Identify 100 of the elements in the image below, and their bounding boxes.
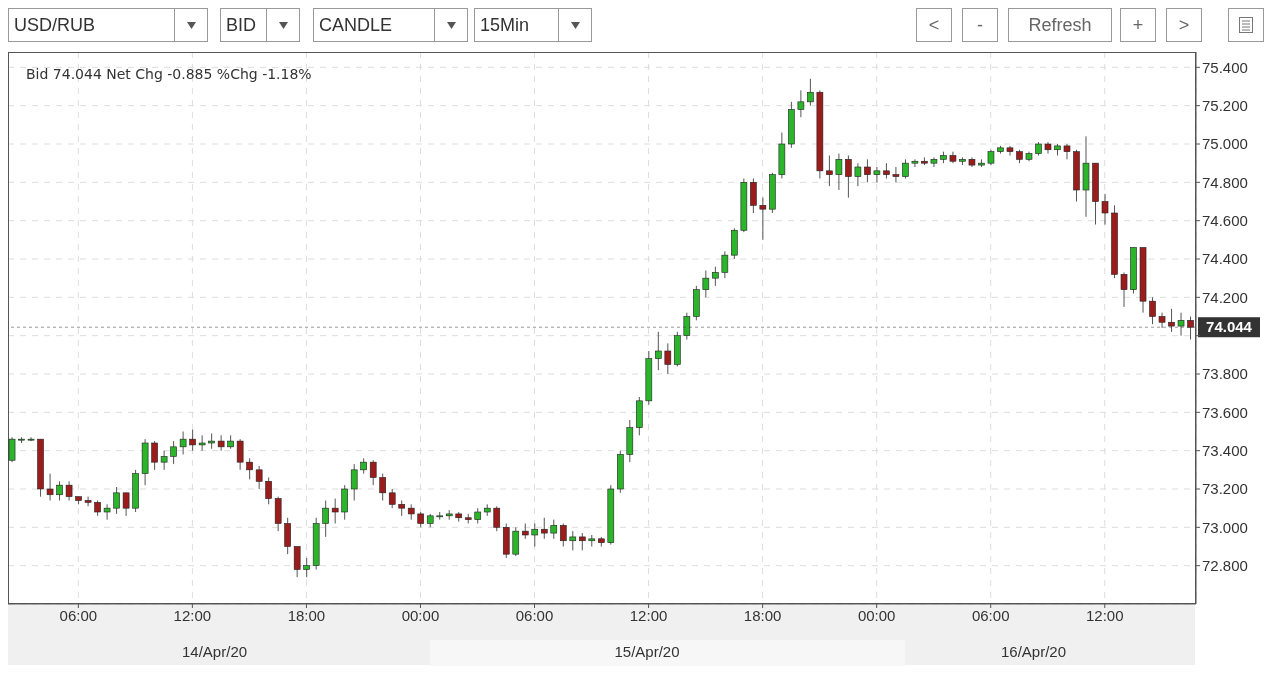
x-tick-label: 18:00 xyxy=(287,606,326,624)
candlestick xyxy=(845,155,852,199)
candlestick xyxy=(27,436,35,442)
x-tick-label: 12:00 xyxy=(629,606,668,624)
candlestick xyxy=(122,492,130,517)
x2-tick-label: 15/Apr/20 xyxy=(614,642,680,660)
x-tick-label: 12:00 xyxy=(173,606,212,624)
text: CANDLE xyxy=(318,14,394,36)
text: + xyxy=(1120,8,1156,42)
candlestick xyxy=(198,434,206,452)
candlestick xyxy=(854,162,862,187)
text: USD/RUB xyxy=(13,14,96,36)
candlestick xyxy=(379,473,387,501)
candlestick xyxy=(46,473,54,501)
candlestick xyxy=(388,488,396,509)
text: > xyxy=(1166,8,1202,42)
x-tick-label: 06:00 xyxy=(971,606,1010,624)
y-tick-label: 75.000 xyxy=(1202,135,1248,153)
x-tick-label: 00:00 xyxy=(857,606,896,624)
candlestick xyxy=(1063,143,1071,160)
candlestick xyxy=(807,78,814,107)
x-tick-label: 12:00 xyxy=(1085,606,1124,624)
candlestick xyxy=(84,496,92,507)
candlestick xyxy=(835,153,843,191)
candlestick xyxy=(1177,312,1185,337)
candlestick xyxy=(559,523,567,547)
x-tick-label: 06:00 xyxy=(59,606,98,624)
y-tick-label: 73.400 xyxy=(1202,441,1248,459)
candlestick xyxy=(56,480,63,501)
y-tick-label: 73.800 xyxy=(1202,365,1248,383)
text: BID xyxy=(225,14,257,36)
candlestick xyxy=(864,158,871,183)
candlestick xyxy=(1168,308,1175,333)
candlestick xyxy=(160,450,168,471)
candlestick xyxy=(892,166,900,183)
candlestick xyxy=(151,440,158,471)
candlestick xyxy=(217,434,225,452)
y-tick-label: 73.000 xyxy=(1202,518,1248,536)
candlestick xyxy=(350,463,358,501)
candlestick xyxy=(1158,312,1166,329)
candlestick xyxy=(712,266,719,287)
y-tick-label: 73.600 xyxy=(1202,403,1248,421)
candlestick xyxy=(293,546,301,578)
candlestick xyxy=(1120,271,1128,308)
y-tick-label: 74.800 xyxy=(1202,173,1248,191)
candlestick xyxy=(113,486,120,515)
y-tick-label: 74.600 xyxy=(1202,211,1248,229)
candlestick xyxy=(826,155,833,187)
candlestick xyxy=(1006,145,1014,156)
candlestick xyxy=(655,331,662,371)
candlestick xyxy=(750,178,757,214)
candlestick xyxy=(664,342,672,375)
candlestick xyxy=(797,89,805,118)
candlestick xyxy=(493,505,501,532)
candlestick xyxy=(569,530,577,551)
candlestick xyxy=(331,498,339,524)
candlestick xyxy=(1149,296,1156,325)
candlestick xyxy=(1101,193,1109,225)
x-tick-label: 00:00 xyxy=(401,606,440,624)
x-tick-label: 18:00 xyxy=(743,606,782,624)
candlestick xyxy=(255,465,263,490)
candlestick xyxy=(341,484,348,521)
y-tick-label: 75.400 xyxy=(1202,58,1248,76)
candlestick xyxy=(369,459,377,486)
candlestick xyxy=(103,503,111,521)
candlestick xyxy=(702,270,710,298)
x2-tick-label: 16/Apr/20 xyxy=(1000,642,1067,660)
candlestick xyxy=(759,197,767,241)
text: - xyxy=(962,8,998,42)
candlestick xyxy=(911,158,919,168)
candlestick xyxy=(930,156,938,168)
text: < xyxy=(916,8,952,42)
candlestick xyxy=(179,431,187,455)
candlestick xyxy=(189,429,196,452)
candlestick xyxy=(284,517,291,555)
candlestick xyxy=(873,166,881,183)
candlestick xyxy=(65,480,73,501)
y-tick-label: 73.200 xyxy=(1202,480,1248,498)
candlestick xyxy=(902,158,909,179)
candlestick xyxy=(303,557,310,578)
x-tick-label: 06:00 xyxy=(515,606,554,624)
candlestick xyxy=(683,312,691,340)
text: 15Min xyxy=(479,14,531,36)
candlestick xyxy=(322,500,329,538)
candlestick xyxy=(540,517,548,540)
candlestick xyxy=(236,438,244,471)
y-tick-label: 74.200 xyxy=(1202,288,1248,306)
y-tick-label: 74.400 xyxy=(1202,250,1248,268)
candlestick xyxy=(721,250,729,279)
candlestick xyxy=(531,523,539,547)
y-tick-label: 72.800 xyxy=(1202,556,1248,574)
candlestick xyxy=(550,519,558,540)
x2-tick-label: 14/Apr/20 xyxy=(182,642,248,660)
candlestick xyxy=(512,526,520,557)
candlestick xyxy=(170,440,177,465)
candlestick xyxy=(265,477,272,505)
text: Bid 74.044 Net Chg -0.885 %Chg -1.18% xyxy=(26,66,312,82)
candlestick xyxy=(246,457,253,480)
ref-line-label: 74.044 xyxy=(1206,318,1253,336)
text: Refresh xyxy=(1008,8,1112,42)
